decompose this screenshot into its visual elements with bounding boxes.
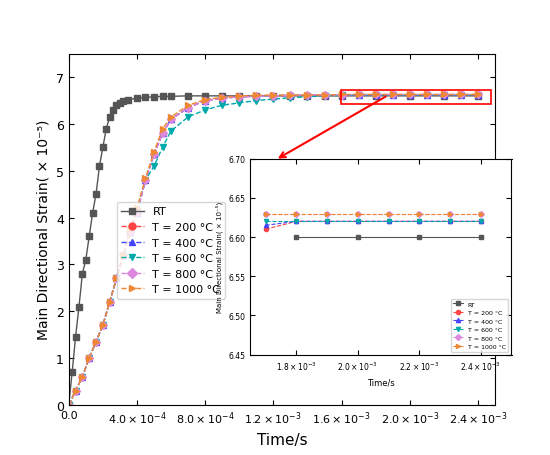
Legend: RT, T = 200 °C, T = 400 °C, T = 600 °C, T = 800 °C, T = 1000 °C: RT, T = 200 °C, T = 400 °C, T = 600 °C, … <box>451 299 508 352</box>
X-axis label: Time/s: Time/s <box>256 432 307 447</box>
X-axis label: Time/s: Time/s <box>367 378 395 387</box>
Y-axis label: Main Directional Strain( × 10⁻⁵): Main Directional Strain( × 10⁻⁵) <box>36 120 51 340</box>
Y-axis label: Main Directional Strain( × 10⁻⁵): Main Directional Strain( × 10⁻⁵) <box>216 202 223 313</box>
Bar <box>340 91 491 104</box>
Legend: RT, T = 200 °C, T = 400 °C, T = 600 °C, T = 800 °C, T = 1000 °C: RT, T = 200 °C, T = 400 °C, T = 600 °C, … <box>117 202 225 299</box>
